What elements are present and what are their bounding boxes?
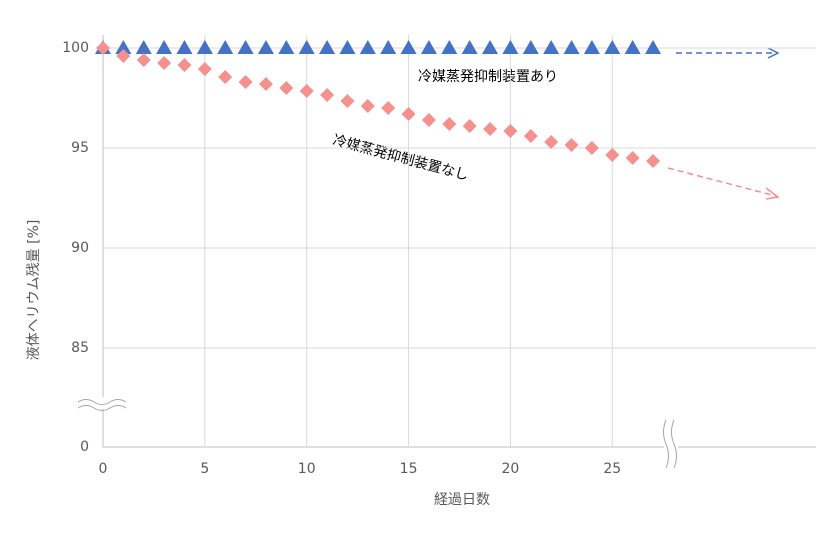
triangle-marker: [461, 40, 478, 54]
diamond-marker: [442, 117, 457, 131]
triangle-marker: [604, 40, 621, 54]
x-tick-label: 25: [603, 461, 621, 477]
diamond-marker: [197, 62, 212, 76]
diamond-marker: [544, 135, 559, 149]
triangle-marker: [196, 40, 213, 54]
triangle-marker: [522, 40, 539, 54]
diamond-marker: [258, 77, 273, 91]
arrow: [667, 167, 777, 197]
diamond-marker: [116, 49, 131, 63]
triangle-marker: [482, 40, 499, 54]
y-tick-label: 95: [71, 140, 89, 156]
y-tick-label: 0: [80, 439, 89, 455]
diamond-marker: [340, 94, 355, 108]
triangle-marker: [135, 40, 152, 54]
triangle-marker: [237, 40, 254, 54]
triangle-marker: [563, 40, 580, 54]
y-tick-label: 90: [71, 240, 89, 256]
diamond-marker: [157, 56, 172, 70]
triangle-marker: [624, 40, 641, 54]
triangle-marker: [298, 40, 315, 54]
x-tick-label: 5: [200, 461, 209, 477]
diamond-marker: [503, 124, 518, 138]
diamond-marker: [279, 81, 294, 95]
diamond-marker: [646, 154, 661, 168]
diamond-marker: [625, 151, 640, 165]
triangle-marker: [257, 40, 274, 54]
axis-break: [663, 419, 677, 469]
triangle-marker: [217, 40, 234, 54]
diamond-marker: [401, 107, 416, 121]
diamond-marker: [96, 41, 110, 55]
triangle-marker: [278, 40, 295, 54]
axis-break: [664, 418, 678, 468]
diamond-marker: [177, 58, 192, 72]
axis-break: [75, 397, 131, 409]
triangle-marker: [441, 40, 458, 54]
diamond-marker: [381, 101, 396, 115]
diamond-marker: [421, 113, 436, 127]
x-axis-title: 経過日数: [434, 492, 490, 508]
triangle-marker: [176, 40, 193, 54]
axis-break: [77, 399, 127, 411]
triangle-marker: [400, 40, 417, 54]
triangle-marker: [583, 40, 600, 54]
triangle-marker: [319, 40, 336, 54]
diamond-marker: [238, 75, 253, 89]
diamond-marker: [299, 84, 314, 98]
y-tick-label: 100: [62, 40, 89, 56]
x-tick-label: 0: [99, 461, 108, 477]
y-tick-label: 85: [71, 340, 89, 356]
triangle-marker: [339, 40, 356, 54]
diamond-marker: [564, 138, 579, 152]
diamond-marker: [523, 129, 538, 143]
triangle-marker: [115, 40, 132, 54]
triangle-marker: [359, 40, 376, 54]
y-axis-title: 液体ヘリウム残量 [%]: [26, 220, 42, 361]
triangle-marker: [645, 40, 662, 54]
triangle-marker: [420, 40, 437, 54]
x-tick-label: 10: [298, 461, 316, 477]
diamond-marker: [605, 148, 620, 162]
triangle-marker: [543, 40, 560, 54]
triangle-marker: [156, 40, 173, 54]
triangle-marker: [380, 40, 397, 54]
x-tick-label: 20: [502, 461, 520, 477]
diamond-marker: [462, 119, 477, 133]
diamond-marker: [584, 141, 599, 155]
triangle-marker: [502, 40, 519, 54]
x-tick-label: 15: [400, 461, 418, 477]
arrow-head: [767, 47, 780, 59]
diamond-marker: [483, 122, 498, 136]
annotation: 冷媒蒸発抑制装置あり: [418, 69, 558, 85]
annotation: 冷媒蒸発抑制装置なし: [331, 132, 470, 184]
diamond-marker: [360, 99, 375, 113]
diamond-marker: [218, 70, 233, 84]
diamond-marker: [320, 88, 335, 102]
arrow-head: [765, 187, 780, 200]
diamond-marker: [136, 53, 151, 67]
